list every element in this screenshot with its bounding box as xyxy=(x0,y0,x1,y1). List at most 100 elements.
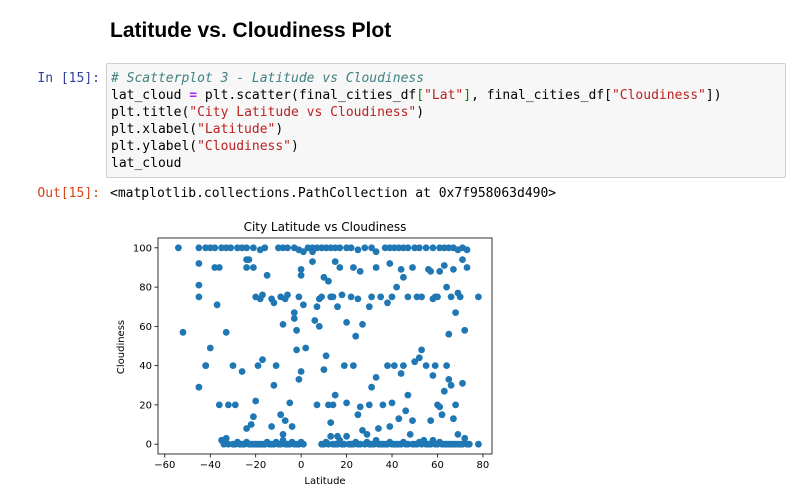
data-point xyxy=(406,431,414,438)
data-point xyxy=(447,381,455,389)
data-point xyxy=(309,248,316,256)
data-point xyxy=(427,268,435,275)
data-point xyxy=(431,362,439,369)
data-point xyxy=(300,248,307,256)
data-point xyxy=(238,368,246,375)
x-tick-label: −20 xyxy=(245,460,266,471)
data-point xyxy=(261,244,269,252)
data-point xyxy=(356,268,364,275)
data-point xyxy=(277,411,285,419)
data-point xyxy=(284,244,291,252)
data-point xyxy=(297,266,305,273)
data-point xyxy=(263,271,271,279)
data-point xyxy=(202,362,210,369)
data-point xyxy=(179,328,187,336)
data-point xyxy=(243,264,251,271)
data-point xyxy=(286,399,294,407)
data-point xyxy=(231,401,239,409)
cell-output-text: <matplotlib.collections.PathCollection a… xyxy=(110,186,557,201)
data-point xyxy=(436,268,444,275)
data-point xyxy=(359,321,366,328)
data-point xyxy=(459,256,466,263)
data-point xyxy=(402,407,410,415)
data-point xyxy=(290,309,298,316)
data-point xyxy=(222,434,230,442)
data-point xyxy=(463,264,471,271)
scatter-plot: City Latitude vs Cloudiness −60 −40 −20 0 20… xyxy=(116,220,493,487)
data-point xyxy=(372,264,380,271)
data-point xyxy=(243,244,251,252)
data-point xyxy=(250,264,257,271)
x-tick-label: 60 xyxy=(431,460,444,471)
x-tick-label: −40 xyxy=(200,460,221,471)
data-point xyxy=(440,387,448,395)
data-point xyxy=(247,421,255,428)
data-point xyxy=(450,266,457,273)
data-point xyxy=(243,425,251,432)
data-point xyxy=(422,244,430,252)
data-point xyxy=(427,417,435,424)
data-point xyxy=(397,266,405,273)
data-point xyxy=(375,425,382,432)
data-point xyxy=(272,362,280,369)
code-cell[interactable]: # Scatterplot 3 - Latitude vs Cloudiness… xyxy=(106,63,786,178)
data-point xyxy=(463,246,471,254)
data-point xyxy=(293,346,300,354)
data-point xyxy=(463,440,471,448)
x-tick-label: −60 xyxy=(154,460,175,471)
data-point xyxy=(436,403,444,411)
data-point xyxy=(320,366,328,373)
data-point xyxy=(443,362,450,369)
data-point xyxy=(175,244,182,252)
data-point xyxy=(404,391,412,399)
data-point xyxy=(250,413,257,421)
data-point xyxy=(393,283,400,291)
data-point xyxy=(354,411,362,419)
data-point xyxy=(347,293,355,301)
data-point xyxy=(195,281,203,289)
data-point xyxy=(284,291,291,299)
data-point xyxy=(327,419,335,426)
code-editor[interactable]: # Scatterplot 3 - Latitude vs Cloudiness… xyxy=(111,71,722,171)
data-point xyxy=(365,303,373,311)
data-point xyxy=(395,415,403,423)
x-tick-label: 80 xyxy=(477,460,490,471)
data-point xyxy=(313,401,321,409)
data-point xyxy=(295,376,303,383)
data-point xyxy=(390,362,398,369)
data-point xyxy=(429,372,437,379)
data-point xyxy=(252,397,260,405)
data-point xyxy=(215,401,223,409)
x-tick-label: 0 xyxy=(298,460,304,471)
data-point xyxy=(409,264,416,271)
data-point xyxy=(454,431,462,438)
data-point xyxy=(327,432,335,440)
data-point xyxy=(440,262,448,269)
data-point xyxy=(368,383,375,391)
data-point xyxy=(384,362,391,369)
data-point xyxy=(295,293,303,301)
data-point xyxy=(363,431,371,438)
data-point xyxy=(434,293,441,301)
y-tick-label: 20 xyxy=(139,400,152,411)
data-point xyxy=(300,301,307,309)
data-point xyxy=(386,260,394,267)
data-point xyxy=(354,295,362,303)
y-tick-label: 0 xyxy=(146,440,152,451)
data-point xyxy=(445,376,453,383)
data-point xyxy=(461,434,469,442)
data-point xyxy=(356,403,364,411)
data-point xyxy=(456,293,464,301)
data-point xyxy=(336,264,344,271)
y-tick-label: 40 xyxy=(139,361,152,372)
data-point xyxy=(195,244,203,252)
data-point xyxy=(450,415,457,423)
data-point xyxy=(404,293,412,301)
y-axis-label: Cloudiness xyxy=(116,320,127,374)
data-point xyxy=(418,346,425,354)
data-point xyxy=(475,293,482,301)
data-point xyxy=(336,244,344,252)
axis-ticks: −60 −40 −20 0 20 40 60 80 0 20 40 60 80 100 xyxy=(133,243,489,471)
data-point xyxy=(452,401,459,409)
data-point xyxy=(320,273,328,281)
